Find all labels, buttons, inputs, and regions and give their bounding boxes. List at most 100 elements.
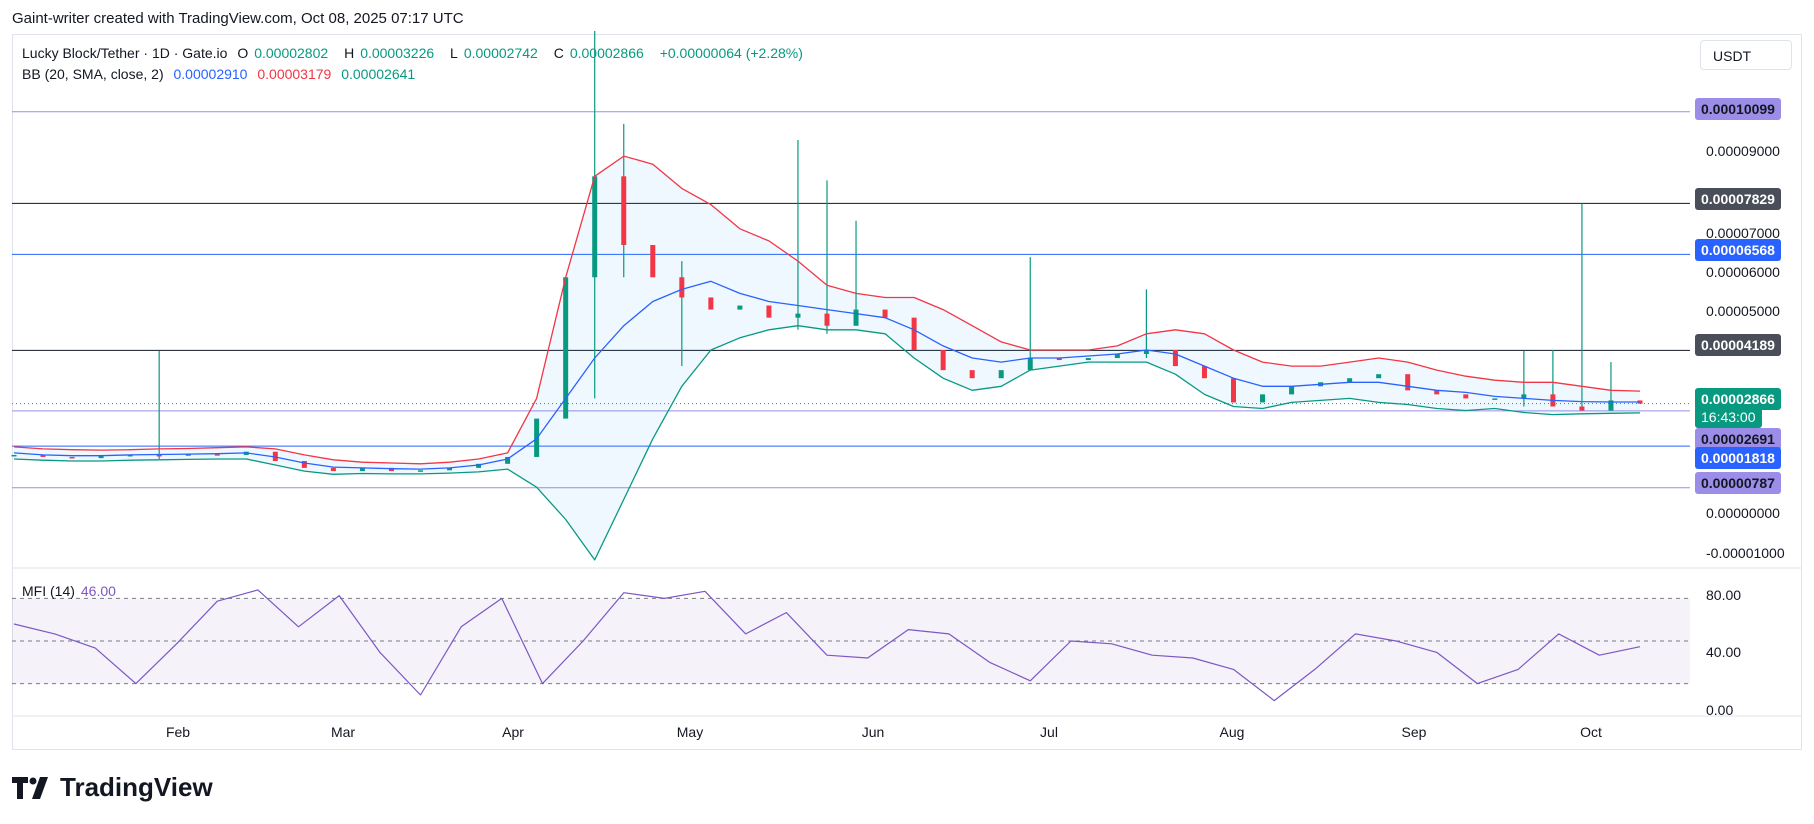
candle-body [1434, 390, 1440, 395]
high-label: H [344, 45, 355, 61]
low-label: L [450, 45, 458, 61]
candle-body [679, 277, 685, 298]
symbol-name[interactable]: Lucky Block/Tether · 1D · Gate.io [22, 45, 228, 61]
candle-body [1608, 400, 1614, 411]
time-label: Sep [1401, 724, 1427, 740]
candle-body [98, 455, 104, 459]
level-tag: 0.00010099 [1695, 98, 1781, 120]
level-tag: 0.00002691 [1695, 428, 1781, 450]
bb-lower-value: 0.00002641 [341, 66, 416, 82]
candle-body [505, 456, 511, 464]
candle-body [214, 454, 220, 456]
close-label: C [553, 45, 564, 61]
time-label: Jun [861, 724, 885, 740]
candle-body [1231, 378, 1236, 403]
candle-body [1201, 366, 1207, 379]
time-label: Apr [502, 724, 524, 740]
mfi-axis-label: 80.00 [1706, 587, 1742, 603]
last-price-tag: 0.00002866 [1695, 388, 1781, 410]
bb-legend: BB (20, SMA, close, 2) 0.00002910 0.0000… [22, 66, 421, 82]
level-tag: 0.00007829 [1695, 188, 1781, 210]
candle-body [911, 317, 917, 350]
candle-body [737, 305, 743, 310]
level-tag: 0.00001818 [1695, 447, 1781, 469]
bar-countdown: 16:43:00 [1695, 406, 1762, 428]
price-axis-label: 0.00006000 [1706, 264, 1780, 280]
candle-body [1463, 394, 1469, 399]
candle-body [359, 467, 365, 472]
mfi-label[interactable]: MFI (14) [22, 583, 75, 599]
time-label: Jul [1040, 724, 1058, 740]
candle-body [1260, 394, 1266, 403]
candle-body [621, 176, 627, 245]
candle-body [1114, 353, 1120, 359]
candle-body [1027, 358, 1033, 371]
candle-body [156, 454, 162, 457]
candle-body [563, 277, 569, 419]
candle-body [1376, 374, 1382, 379]
candle-body [1172, 349, 1178, 367]
candle-body [69, 456, 75, 459]
candle-body [476, 463, 482, 468]
candle-body [766, 305, 772, 318]
candle-body [185, 454, 191, 456]
mfi-axis-label: 40.00 [1706, 644, 1742, 660]
price-axis-label: -0.00001000 [1706, 545, 1785, 561]
candle-body [1289, 386, 1295, 395]
bb-label[interactable]: BB (20, SMA, close, 2) [22, 66, 164, 82]
candle-body [1143, 349, 1149, 354]
candle-body [11, 454, 17, 457]
bb-basis-value: 0.00002910 [173, 66, 248, 82]
mfi-axis-label: 0.00 [1706, 702, 1734, 718]
change-value: +0.00000064 (+2.28%) [659, 45, 803, 61]
tradingview-logo-icon [12, 776, 48, 799]
candle-body [1492, 398, 1498, 400]
candle-body [127, 454, 133, 457]
price-axis-label: 0.00000000 [1706, 505, 1780, 521]
mfi-band-fill [12, 598, 1690, 684]
open-value: 0.00002802 [254, 45, 329, 61]
candle-body [330, 467, 336, 472]
candle-body [1347, 378, 1353, 383]
chart-canvas[interactable] [0, 0, 1814, 750]
brand-name: TradingView [60, 772, 213, 802]
low-value: 0.00002742 [463, 45, 538, 61]
candle-body [418, 470, 423, 472]
candle-body [998, 370, 1004, 379]
candle-body [940, 349, 946, 371]
brand-logo[interactable]: TradingView [12, 772, 213, 803]
bb-lower-line [13, 325, 1641, 561]
candle-body [824, 313, 830, 326]
candle-body [1521, 394, 1527, 399]
mfi-line [13, 589, 1641, 702]
candle-body [1579, 406, 1585, 411]
time-label: Oct [1580, 724, 1602, 740]
bb-basis-line [13, 280, 1640, 470]
candle-body [969, 370, 975, 379]
mfi-value: 46.00 [80, 583, 116, 599]
candle-body [795, 313, 801, 318]
price-axis-label: 0.00007000 [1706, 225, 1780, 241]
attribution-text: Gaint-writer created with TradingView.co… [12, 10, 464, 27]
time-label: Feb [165, 724, 191, 740]
candle-body [853, 309, 859, 326]
candle-body [882, 309, 888, 318]
candle-body [301, 460, 307, 468]
chart-frame [12, 34, 1802, 750]
candle-body [650, 244, 656, 278]
bb-upper-value: 0.00003179 [257, 66, 332, 82]
candle-body [388, 467, 394, 472]
candle-body [447, 467, 453, 471]
candle-body [1085, 358, 1091, 361]
open-label: O [237, 45, 249, 61]
candle-body [1056, 358, 1062, 361]
time-label: May [676, 724, 704, 740]
candle-body [40, 454, 46, 457]
level-tag: 0.00004189 [1695, 334, 1781, 356]
price-axis-label: 0.00005000 [1706, 303, 1780, 319]
currency-button[interactable]: USDT [1700, 40, 1792, 70]
mfi-legend: MFI (14) 46.00 [22, 583, 116, 599]
time-label: Mar [330, 724, 356, 740]
close-value: 0.00002866 [569, 45, 644, 61]
high-value: 0.00003226 [360, 45, 435, 61]
